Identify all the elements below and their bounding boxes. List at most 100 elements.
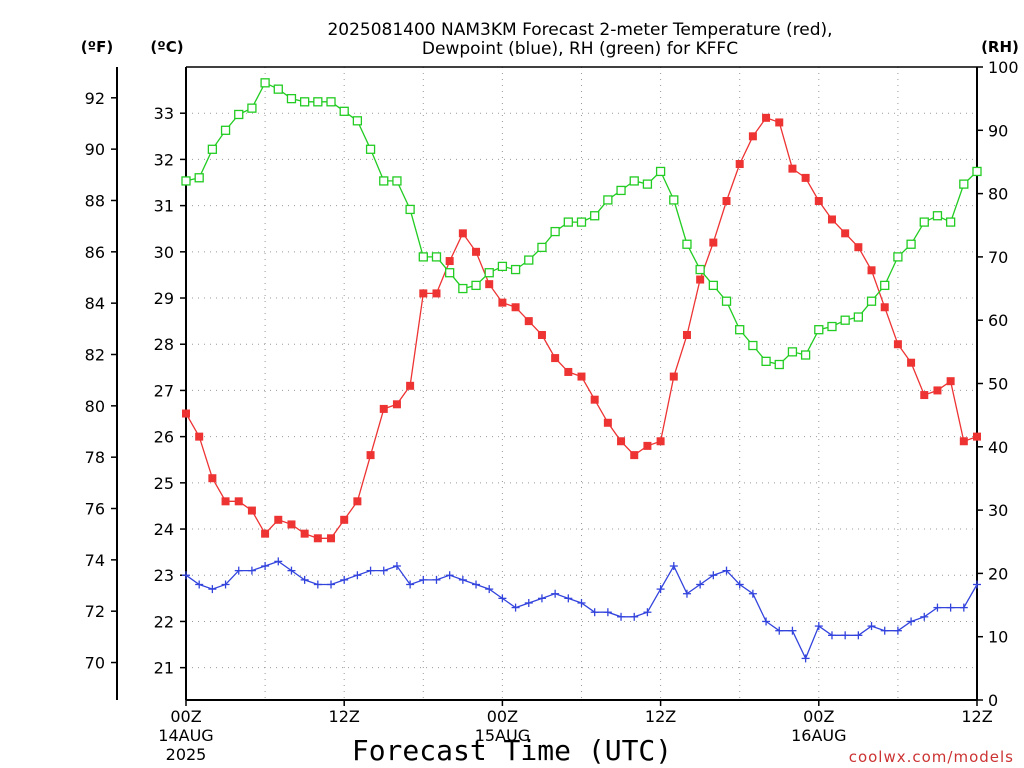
data-point: [643, 441, 652, 450]
data-point: [379, 566, 388, 575]
data-point: [946, 603, 955, 612]
data-point: [392, 400, 401, 409]
data-point: [458, 283, 468, 294]
data-point: [419, 575, 428, 584]
data-point: [510, 264, 521, 275]
x-tick-label: 12Z: [329, 707, 360, 726]
fahrenheit-tick-label: 88: [85, 191, 105, 210]
data-point: [695, 264, 705, 275]
rh-tick-label: 80: [988, 185, 1008, 204]
data-point: [261, 529, 270, 538]
data-point: [300, 575, 309, 584]
x-tick-year-label: 2025: [166, 745, 207, 764]
series-2: [181, 78, 982, 370]
rh-tick-label: 20: [988, 564, 1008, 583]
fahrenheit-tick-label: 72: [85, 602, 105, 621]
fahrenheit-unit-label: (ºF): [81, 38, 113, 56]
x-tick-label: 00Z: [487, 707, 518, 726]
data-point: [959, 603, 968, 612]
data-point: [221, 580, 230, 589]
chart-title-line2: Dewpoint (blue), RH (green) for KFFC: [422, 39, 738, 59]
data-point: [748, 340, 758, 351]
data-point: [405, 204, 415, 215]
data-point: [801, 654, 810, 663]
celsius-unit-label: (ºC): [150, 38, 183, 56]
data-point: [327, 580, 336, 589]
celsius-tick-label: 23: [154, 566, 174, 585]
data-point: [234, 109, 244, 120]
data-point: [972, 166, 982, 177]
data-point: [207, 144, 218, 154]
data-point: [973, 580, 981, 589]
data-point: [432, 575, 441, 584]
rh-tick-label: 0: [988, 691, 998, 710]
data-point: [907, 358, 916, 367]
data-point: [497, 261, 508, 272]
data-point: [669, 372, 678, 381]
x-tick-label: 00Z: [803, 707, 834, 726]
data-point: [537, 330, 546, 339]
fahrenheit-tick-label: 76: [85, 500, 105, 519]
data-point: [472, 580, 481, 589]
fahrenheit-tick-label: 90: [85, 140, 105, 159]
data-point: [365, 144, 376, 154]
data-point: [352, 116, 363, 126]
data-point: [313, 97, 323, 107]
data-point: [432, 289, 441, 298]
data-point: [761, 356, 771, 366]
data-point: [299, 97, 310, 107]
fahrenheit-tick-label: 78: [85, 448, 105, 467]
data-point: [603, 608, 612, 617]
data-point: [630, 451, 639, 460]
fahrenheit-tick-label: 92: [85, 89, 105, 108]
rh-tick-label: 10: [988, 628, 1008, 647]
data-point: [946, 377, 955, 386]
data-point: [696, 580, 705, 589]
data-point: [313, 534, 322, 543]
data-point: [735, 325, 745, 335]
data-point: [814, 196, 823, 205]
data-point: [959, 437, 968, 446]
data-point: [893, 340, 902, 349]
data-point: [854, 243, 863, 252]
celsius-tick-label: 24: [154, 520, 174, 539]
x-tick-date-label: 15AUG: [475, 726, 530, 745]
data-point: [406, 381, 415, 390]
fahrenheit-tick-label: 70: [85, 654, 105, 673]
data-point: [629, 176, 639, 186]
data-point: [907, 617, 916, 626]
celsius-tick-label: 26: [154, 428, 174, 447]
data-point: [669, 195, 679, 205]
data-point: [392, 176, 402, 186]
data-point: [735, 160, 744, 169]
data-point: [973, 432, 981, 441]
data-point: [827, 631, 836, 640]
data-point: [616, 185, 626, 196]
credit-text: coolwx.com/models: [849, 748, 1014, 766]
fahrenheit-tick-label: 86: [85, 243, 105, 262]
data-point: [708, 280, 718, 291]
data-point: [392, 562, 401, 571]
data-point: [788, 164, 797, 173]
data-point: [366, 566, 375, 575]
data-point: [748, 132, 757, 141]
data-point: [485, 585, 494, 594]
data-point: [801, 173, 810, 182]
data-point: [590, 211, 600, 221]
x-axis-label: Forecast Time (UTC): [352, 734, 672, 767]
rh-tick-label: 60: [988, 311, 1008, 330]
data-point: [853, 312, 863, 322]
celsius-tick-label: 33: [154, 104, 174, 123]
data-point: [195, 580, 204, 589]
fahrenheit-tick-label: 80: [85, 397, 105, 416]
data-point: [564, 594, 573, 603]
data-point: [590, 608, 599, 617]
data-point: [854, 631, 863, 640]
data-point: [550, 226, 560, 237]
data-point: [247, 566, 256, 575]
data-point: [353, 571, 362, 580]
data-point: [722, 566, 731, 575]
fahrenheit-tick-label: 84: [85, 294, 105, 313]
data-point: [379, 404, 388, 413]
